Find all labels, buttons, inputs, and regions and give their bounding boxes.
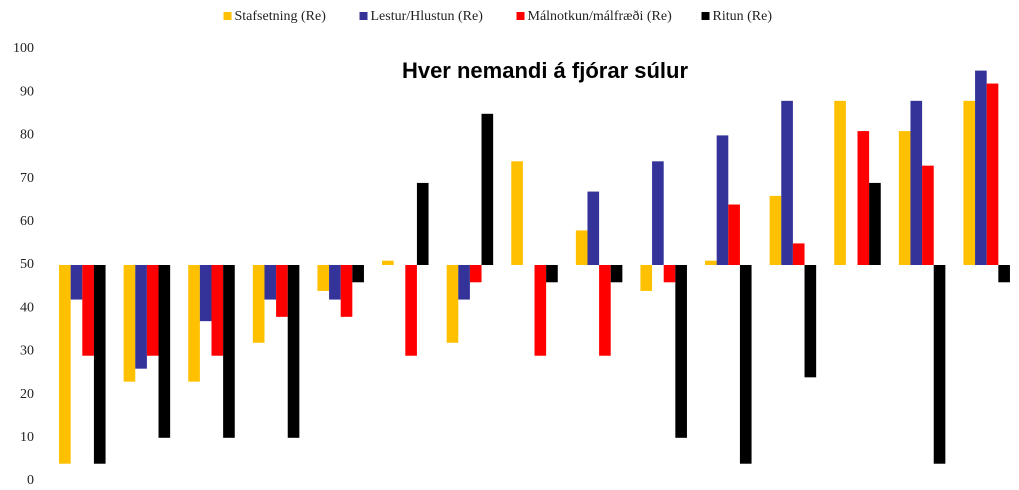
bar [705,260,717,265]
bar [781,100,793,265]
bar [382,260,394,265]
bar [416,182,429,265]
legend-swatch [223,12,232,20]
bar [675,265,687,438]
bar [640,265,653,291]
legend-swatch [516,12,525,20]
y-tick-label: 0 [27,473,34,488]
bar [405,265,417,356]
bar [716,135,729,265]
legend-swatch [359,12,368,20]
y-tick-label: 20 [20,387,34,402]
bar [188,265,200,382]
bar [469,265,482,283]
bar [728,204,740,265]
bar [252,265,265,343]
bar [663,265,676,283]
bar [963,100,976,265]
bar [769,195,782,265]
bar [910,100,923,265]
bar [458,265,470,300]
y-tick-label: 80 [20,128,34,143]
chart-title: Hver nemandi á fjórar súlur [402,58,689,83]
bar [82,265,94,356]
bar [898,131,911,265]
legend-label: Ritun (Re) [713,9,773,24]
legend-swatch [701,12,710,20]
bar [739,265,752,464]
y-tick-label: 70 [20,171,34,186]
bar [93,265,106,464]
bar [587,191,600,265]
y-tick-label: 10 [20,430,34,445]
bar [264,265,277,300]
legend-label: Lestur/Hlustun (Re) [371,9,484,24]
bar [317,265,330,291]
y-tick-label: 50 [20,257,34,272]
bar [610,265,623,283]
bar [158,265,171,438]
bar [123,265,136,382]
bar [146,265,159,356]
bar [834,100,846,265]
bar [534,265,547,356]
bar [481,113,494,265]
bar [998,265,1010,283]
y-tick-label: 100 [13,41,34,56]
bar [933,265,946,464]
bar [922,165,934,265]
legend-label: Stafsetning (Re) [235,9,327,24]
bar [211,265,224,356]
bar [59,265,71,464]
bar [546,265,558,283]
bar [276,265,288,317]
bar [223,265,235,438]
y-tick-label: 90 [20,84,34,99]
bar [340,265,353,317]
bar [792,243,805,265]
y-tick-label: 60 [20,214,34,229]
bar [575,230,588,265]
bar [329,265,341,300]
bar [857,131,870,265]
bar [599,265,611,356]
bar [869,182,881,265]
bar [70,265,83,300]
bar [975,70,987,265]
y-tick-label: 30 [20,344,34,359]
legend-label: Málnotkun/málfræði (Re) [528,9,673,24]
bar [652,161,664,265]
bar [135,265,147,369]
bar [352,265,364,283]
bar [446,265,459,343]
bar [511,161,523,265]
bar [199,265,212,322]
bar [287,265,300,438]
bar [986,83,999,265]
bar [804,265,817,378]
y-tick-label: 40 [20,300,34,315]
